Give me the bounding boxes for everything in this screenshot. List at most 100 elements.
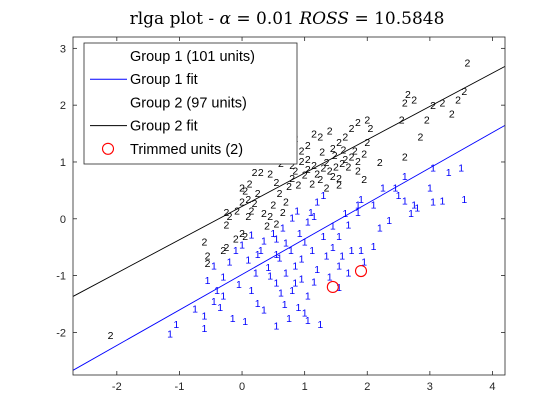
group-2-point: 2 xyxy=(402,97,408,109)
group-1-point: 1 xyxy=(253,268,259,280)
group-2-point: 2 xyxy=(327,165,333,177)
group-1-point: 1 xyxy=(282,299,288,311)
group-1-point: 1 xyxy=(173,319,179,331)
group-1-point: 1 xyxy=(292,260,298,272)
group-1-point: 1 xyxy=(270,228,276,240)
y-tick-label: 3 xyxy=(60,43,66,55)
plot-area xyxy=(72,36,506,376)
group-2-point: 2 xyxy=(205,258,211,270)
group-2-point: 2 xyxy=(108,330,114,342)
group-1-point: 1 xyxy=(355,200,361,212)
group-1-point: 1 xyxy=(327,272,333,284)
group-1-point: 1 xyxy=(242,316,248,328)
group-2-point: 2 xyxy=(299,156,305,168)
group-2-point: 2 xyxy=(233,234,239,246)
group-1-point: 1 xyxy=(430,197,436,209)
group-1-point: 1 xyxy=(274,277,280,289)
group-2-point: 2 xyxy=(247,179,253,191)
group-1-point: 1 xyxy=(427,183,433,195)
group-2-point: 2 xyxy=(324,157,330,169)
legend-circle-swatch xyxy=(101,142,115,155)
group-2-point: 2 xyxy=(277,188,283,200)
group-2-point: 2 xyxy=(252,167,258,179)
group-1-point: 1 xyxy=(267,271,273,283)
group-2-point: 2 xyxy=(327,126,333,138)
x-tick-label: 0 xyxy=(239,381,245,393)
group-1-point: 1 xyxy=(278,288,284,300)
group-1-point: 1 xyxy=(311,211,317,223)
group-2-point: 2 xyxy=(361,148,367,160)
group-1-point: 1 xyxy=(297,228,303,240)
group-1-point: 1 xyxy=(217,302,223,314)
group-2-point: 2 xyxy=(295,180,301,192)
group-2-point: 2 xyxy=(299,146,305,158)
group-1-point: 1 xyxy=(274,249,280,261)
fit-line-group-1 xyxy=(73,124,505,371)
group-1-point: 1 xyxy=(358,245,364,257)
group-2-point: 2 xyxy=(252,198,258,210)
group-2-point: 2 xyxy=(367,123,373,135)
group-2-point: 2 xyxy=(418,131,424,143)
legend-entry-3: Group 2 (97 units) xyxy=(130,95,247,111)
group-1-point: 1 xyxy=(265,262,271,274)
x-tick-label: -1 xyxy=(175,381,185,393)
y-tick-label: 1 xyxy=(60,157,66,169)
group-1-point: 1 xyxy=(211,296,217,308)
group-1-point: 1 xyxy=(295,302,301,314)
group-2-point: 2 xyxy=(405,89,411,101)
group-2-point: 2 xyxy=(461,86,467,98)
group-2-point: 2 xyxy=(364,137,370,149)
group-1-point: 1 xyxy=(214,285,220,297)
group-1-point: 1 xyxy=(311,276,317,288)
group-2-point: 2 xyxy=(439,97,445,109)
legend-box xyxy=(83,42,298,165)
group-2-point: 2 xyxy=(242,185,248,197)
group-2-point: 2 xyxy=(261,208,267,220)
group-1-point: 1 xyxy=(386,215,392,227)
group-1-point: 1 xyxy=(233,245,239,257)
group-1-point: 1 xyxy=(408,208,414,220)
x-tick-label: 3 xyxy=(427,381,433,393)
group-1-point: 1 xyxy=(299,273,305,285)
group-1-point: 1 xyxy=(321,231,327,243)
axis-ticks: -2 -1 0 1 2 3 4 -2 -1 0 1 2 3 xyxy=(56,37,505,393)
group-1-point: 1 xyxy=(402,171,408,183)
group-2-point: 2 xyxy=(305,154,311,166)
group-2-point: 2 xyxy=(292,165,298,177)
group-2-point: 2 xyxy=(280,207,286,219)
group-2-point: 2 xyxy=(258,167,264,179)
group-2-point: 2 xyxy=(286,181,292,193)
group-2-point: 2 xyxy=(321,163,327,175)
group-1-point: 1 xyxy=(461,194,467,206)
legend: Group 1 (101 units) Group 1 fit Group 2 (9… xyxy=(83,42,298,165)
group-1-point: 1 xyxy=(349,245,355,257)
group-2-point: 2 xyxy=(227,211,233,223)
group-1-point: 1 xyxy=(230,313,236,325)
group-1-point: 1 xyxy=(411,200,417,212)
group-2-point: 2 xyxy=(411,94,417,106)
group-2-point: 2 xyxy=(270,200,276,212)
group-1-point: 1 xyxy=(255,298,261,310)
group-2-point: 2 xyxy=(223,207,229,219)
group-1-point: 1 xyxy=(380,183,386,195)
group-2-point: 2 xyxy=(311,160,317,172)
group-1-point: 1 xyxy=(220,290,226,302)
group-2-point: 2 xyxy=(364,114,370,126)
group-2-point: 2 xyxy=(220,245,226,257)
group-2-point: 2 xyxy=(319,147,325,159)
y-tick-label: -1 xyxy=(56,271,66,283)
group-1-point: 1 xyxy=(211,260,217,272)
group-1-point: 1 xyxy=(346,219,352,231)
group-1-point: 1 xyxy=(430,163,436,175)
group-1-point: 1 xyxy=(245,255,251,267)
group-2-point: 2 xyxy=(289,160,295,172)
group-1-point: 1 xyxy=(439,196,445,208)
group-1-point: 1 xyxy=(414,202,420,214)
group-1-point: 1 xyxy=(377,222,383,234)
group-1-point: 1 xyxy=(358,194,364,206)
group-2-point: 2 xyxy=(332,150,338,162)
group-1-point: 1 xyxy=(336,231,342,243)
legend-entry-1: Group 1 (101 units) xyxy=(130,49,255,65)
group-2-point: 2 xyxy=(346,162,352,174)
